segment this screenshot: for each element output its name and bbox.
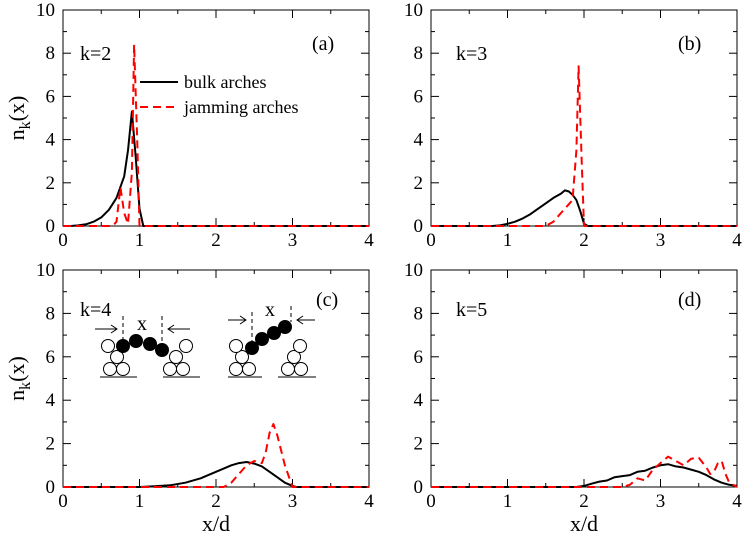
arch-particle bbox=[255, 332, 269, 346]
inset-arrow bbox=[228, 315, 247, 325]
base-particle bbox=[293, 339, 307, 353]
y-tick-label: 0 bbox=[46, 477, 56, 498]
arch-particle bbox=[155, 343, 169, 357]
x-tick-label: 3 bbox=[288, 491, 298, 512]
y-tick-label: 10 bbox=[404, 0, 423, 21]
y-tick-label: 4 bbox=[414, 130, 424, 151]
arch-particle bbox=[129, 334, 143, 348]
base-particle bbox=[229, 339, 243, 353]
y-tick-label: 2 bbox=[414, 434, 424, 455]
y-tick-label: 4 bbox=[46, 390, 56, 411]
base-particle bbox=[179, 339, 193, 353]
base-particle bbox=[176, 362, 190, 376]
base-particle bbox=[287, 350, 301, 364]
base-particle bbox=[281, 362, 295, 376]
y-tick-label: 8 bbox=[414, 43, 424, 64]
series-line-bulk bbox=[63, 110, 369, 227]
x-tick-label: 2 bbox=[211, 230, 221, 251]
x-tick-label: 1 bbox=[135, 230, 145, 251]
series-line-jamming bbox=[431, 455, 738, 488]
y-tick-label: 2 bbox=[46, 434, 56, 455]
inset-arrow bbox=[95, 324, 118, 334]
series-line-jamming bbox=[63, 423, 369, 488]
y-tick-label: 2 bbox=[414, 173, 424, 194]
base-particle bbox=[110, 350, 124, 364]
x-axis-title: x/d bbox=[202, 511, 230, 536]
inset-arrow bbox=[167, 324, 190, 334]
x-tick-label: 3 bbox=[656, 230, 666, 251]
x-tick-label: 3 bbox=[288, 230, 298, 251]
y-tick-label: 2 bbox=[46, 173, 56, 194]
legend-label-jamming: jamming arches bbox=[183, 97, 298, 117]
x-tick-label: 4 bbox=[732, 491, 742, 512]
x-tick-label: 3 bbox=[656, 491, 666, 512]
series-line-bulk bbox=[431, 189, 737, 227]
x-tick-label: 1 bbox=[503, 230, 513, 251]
k-label: k=4 bbox=[80, 299, 111, 321]
x-tick-label: 1 bbox=[135, 491, 145, 512]
base-particle bbox=[163, 362, 177, 376]
x-tick-label: 1 bbox=[503, 491, 513, 512]
k-label: k=2 bbox=[80, 43, 111, 65]
y-tick-label: 10 bbox=[36, 0, 55, 21]
base-particle bbox=[294, 362, 308, 376]
y-tick-label: 8 bbox=[414, 303, 424, 324]
x-tick-label: 2 bbox=[579, 491, 589, 512]
base-particle bbox=[235, 350, 249, 364]
y-tick-label: 8 bbox=[46, 303, 56, 324]
series-line-jamming bbox=[431, 65, 737, 227]
inset-arrow bbox=[296, 315, 315, 325]
k-label: k=3 bbox=[456, 43, 487, 65]
x-tick-label: 4 bbox=[364, 230, 374, 251]
panel-tag: (d) bbox=[678, 289, 701, 311]
y-tick-label: 6 bbox=[46, 86, 56, 107]
x-axis-title: x/d bbox=[570, 511, 598, 536]
k-label: k=5 bbox=[456, 299, 487, 321]
arch-particle bbox=[116, 339, 130, 353]
y-tick-label: 0 bbox=[414, 477, 424, 498]
arch-particle bbox=[278, 320, 292, 334]
y-tick-label: 0 bbox=[414, 216, 424, 237]
inset-x-label: x bbox=[265, 299, 275, 321]
x-tick-label: 0 bbox=[426, 230, 436, 251]
panel-tag: (a) bbox=[312, 33, 334, 55]
y-tick-label: 4 bbox=[46, 130, 56, 151]
arch-particle bbox=[245, 341, 259, 355]
panel-tag: (c) bbox=[316, 289, 338, 311]
y-tick-label: 0 bbox=[46, 216, 56, 237]
y-tick-label: 6 bbox=[414, 86, 424, 107]
base-particle bbox=[169, 350, 183, 364]
base-particle bbox=[116, 362, 130, 376]
arch-particle bbox=[267, 326, 281, 340]
x-tick-label: 4 bbox=[732, 230, 742, 251]
base-particle bbox=[229, 362, 243, 376]
inset-x-label: x bbox=[137, 313, 147, 335]
series-line-bulk bbox=[63, 461, 369, 488]
base-particle bbox=[242, 362, 256, 376]
y-tick-label: 4 bbox=[414, 390, 424, 411]
y-tick-label: 10 bbox=[36, 260, 55, 281]
x-tick-label: 0 bbox=[426, 491, 436, 512]
panel-tag: (b) bbox=[678, 33, 701, 55]
arch-particle bbox=[143, 337, 157, 351]
series-line-jamming bbox=[63, 43, 369, 227]
base-particle bbox=[103, 362, 117, 376]
x-tick-label: 0 bbox=[58, 230, 68, 251]
x-tick-label: 0 bbox=[58, 491, 68, 512]
x-tick-label: 2 bbox=[211, 491, 221, 512]
legend-label-bulk: bulk arches bbox=[184, 72, 266, 92]
y-tick-label: 6 bbox=[414, 347, 424, 368]
series-line-bulk bbox=[431, 463, 738, 488]
y-axis-title: nk(x) bbox=[4, 96, 34, 141]
y-axis-title: nk(x) bbox=[4, 356, 34, 401]
y-tick-label: 6 bbox=[46, 347, 56, 368]
x-tick-label: 4 bbox=[364, 491, 374, 512]
y-tick-label: 10 bbox=[404, 260, 423, 281]
x-tick-label: 2 bbox=[579, 230, 589, 251]
y-tick-label: 8 bbox=[46, 43, 56, 64]
base-particle bbox=[101, 339, 115, 353]
